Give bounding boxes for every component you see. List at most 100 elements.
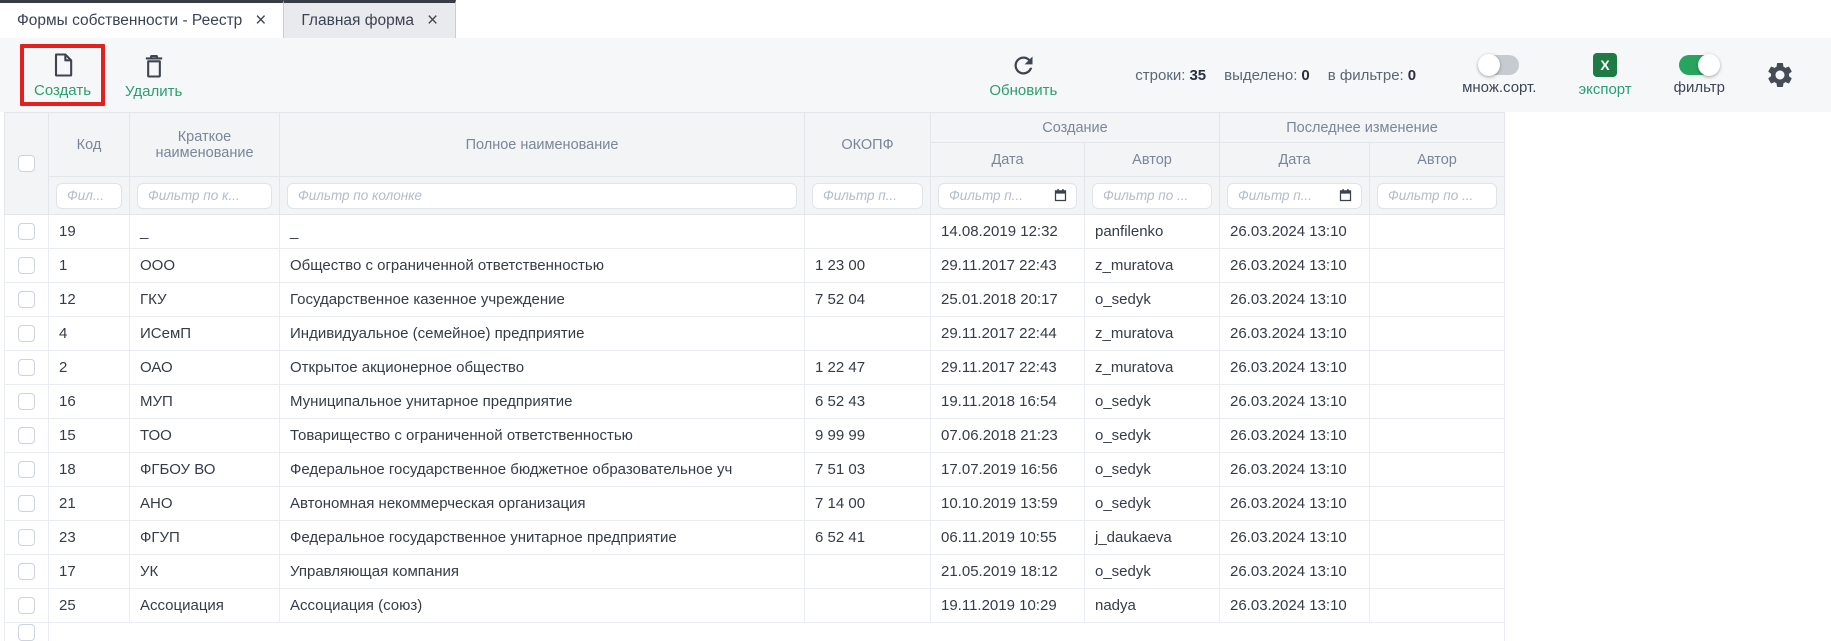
- row-select-cell: [4, 418, 49, 453]
- table-row[interactable]: 15 ТОО Товарищество с ограниченной ответст…: [4, 418, 1505, 453]
- cell-created-date: 29.11.2017 22:44: [930, 316, 1085, 351]
- row-select-cell: [4, 588, 49, 623]
- cell-short-name: ФГУП: [129, 520, 280, 555]
- row-checkbox[interactable]: [18, 291, 35, 309]
- cell-code: 23: [48, 520, 130, 555]
- create-button[interactable]: Создать: [34, 51, 91, 98]
- short-name-filter-input[interactable]: [146, 187, 263, 204]
- filter-toggle[interactable]: [1679, 54, 1721, 76]
- row-select-cell: [4, 621, 49, 641]
- table-row[interactable]: 21 АНО Автономная некоммерческая организац…: [4, 486, 1505, 521]
- cell-created-date: 19.11.2018 16:54: [930, 384, 1085, 419]
- table-row[interactable]: 12 ГКУ Государственное казенное учреждение…: [4, 282, 1505, 317]
- table-row[interactable]: 1 ООО Общество с ограниченной ответственно…: [4, 248, 1505, 283]
- close-icon[interactable]: ×: [255, 10, 267, 31]
- settings-button[interactable]: [1765, 60, 1795, 90]
- table-row[interactable]: 23 ФГУП Федеральное государственное унитар…: [4, 520, 1505, 555]
- column-header-full-name[interactable]: Полное наименование: [279, 112, 805, 177]
- cell-okopf: [804, 554, 931, 589]
- cell-created-author: o_sedyk: [1084, 384, 1220, 419]
- multi-sort-toggle-group: множ.сорт.: [1462, 54, 1537, 96]
- cell-code: 25: [48, 588, 130, 623]
- registry-table: Код Краткое наименование Полное наименов…: [4, 112, 1505, 641]
- cell-short-name: ИСемП: [129, 316, 280, 351]
- filter-cell-created-author: [1084, 176, 1220, 215]
- row-checkbox[interactable]: [18, 325, 35, 343]
- row-checkbox[interactable]: [18, 495, 35, 513]
- table-row[interactable]: 2 ОАО Открытое акционерное общество 1 22 47…: [4, 350, 1505, 385]
- column-header-okopf[interactable]: ОКОПФ: [804, 112, 931, 177]
- cell-created-author: o_sedyk: [1084, 452, 1220, 487]
- okopf-filter-input[interactable]: [821, 187, 914, 204]
- calendar-icon[interactable]: [1053, 188, 1068, 203]
- okopf-filter: [812, 182, 923, 209]
- table-row-partial[interactable]: [4, 621, 1505, 641]
- cell-modified-date: 26.03.2024 13:10: [1219, 384, 1370, 419]
- table-row[interactable]: 16 МУП Муниципальное унитарное предприятие…: [4, 384, 1505, 419]
- row-checkbox[interactable]: [18, 563, 35, 581]
- row-select-cell: [4, 486, 49, 521]
- table-row[interactable]: 18 ФГБОУ ВО Федеральное государственное бю…: [4, 452, 1505, 487]
- export-button[interactable]: X экспорт: [1578, 53, 1632, 97]
- full-name-filter-input[interactable]: [296, 187, 788, 204]
- toggle-knob: [1698, 54, 1721, 76]
- table-row[interactable]: 4 ИСемП Индивидуальное (семейное) предприя…: [4, 316, 1505, 351]
- select-all-checkbox[interactable]: [18, 155, 35, 172]
- column-header-modified-author[interactable]: Автор: [1369, 142, 1505, 177]
- column-header-short-name[interactable]: Краткое наименование: [129, 112, 280, 177]
- code-filter-input[interactable]: [65, 187, 113, 204]
- cell-created-author: z_muratova: [1084, 350, 1220, 385]
- row-checkbox[interactable]: [18, 359, 35, 377]
- cell-modified-date: 26.03.2024 13:10: [1219, 350, 1370, 385]
- modified-author-filter-input[interactable]: [1386, 187, 1488, 204]
- cell-modified-date: 26.03.2024 13:10: [1219, 452, 1370, 487]
- created-author-filter: [1092, 182, 1212, 209]
- row-checkbox[interactable]: [18, 529, 35, 547]
- cell-created-date: 10.10.2019 13:59: [930, 486, 1085, 521]
- table-row[interactable]: 19 _ _ 14.08.2019 12:32 panfilenko 26.03.2024…: [4, 214, 1505, 249]
- cell-modified-date: 26.03.2024 13:10: [1219, 554, 1370, 589]
- column-header-created-date[interactable]: Дата: [930, 142, 1085, 177]
- cell-created-date: 21.05.2019 18:12: [930, 554, 1085, 589]
- row-select-cell: [4, 520, 49, 555]
- row-checkbox[interactable]: [18, 393, 35, 411]
- modified-date-filter-input[interactable]: [1236, 187, 1334, 204]
- row-select-cell: [4, 214, 49, 249]
- row-checkbox[interactable]: [18, 223, 35, 241]
- row-checkbox[interactable]: [18, 623, 35, 641]
- row-checkbox[interactable]: [18, 427, 35, 445]
- table-body-overflow: [4, 621, 1505, 641]
- column-header-code[interactable]: Код: [48, 112, 130, 177]
- calendar-icon[interactable]: [1338, 188, 1353, 203]
- row-checkbox[interactable]: [18, 461, 35, 479]
- cell-modified-author: [1369, 520, 1505, 555]
- cell-short-name: ООО: [129, 248, 280, 283]
- tab-main-form[interactable]: Главная форма ×: [284, 0, 457, 38]
- cell-created-date: 06.11.2019 10:55: [930, 520, 1085, 555]
- cell-short-name: ФГБОУ ВО: [129, 452, 280, 487]
- cell-okopf: 1 23 00: [804, 248, 931, 283]
- created-author-filter-input[interactable]: [1101, 187, 1203, 204]
- column-header-modified-date[interactable]: Дата: [1219, 142, 1370, 177]
- multi-sort-toggle[interactable]: [1478, 54, 1520, 76]
- cell-modified-date: 26.03.2024 13:10: [1219, 214, 1370, 249]
- close-icon[interactable]: ×: [426, 10, 439, 31]
- table-row[interactable]: 25 Ассоциация Ассоциация (союз) 19.11.2019 …: [4, 588, 1505, 623]
- row-select-cell: [4, 452, 49, 487]
- cell-code: 4: [48, 316, 130, 351]
- group-header-creation: Создание: [930, 112, 1220, 143]
- cell-code: 19: [48, 214, 130, 249]
- column-header-created-author[interactable]: Автор: [1084, 142, 1220, 177]
- row-checkbox[interactable]: [18, 597, 35, 615]
- cell-full-name: Ассоциация (союз): [279, 588, 805, 623]
- delete-button[interactable]: Удалить: [125, 52, 182, 99]
- created-date-filter-input[interactable]: [947, 187, 1049, 204]
- multi-sort-label: множ.сорт.: [1462, 79, 1537, 96]
- refresh-button[interactable]: Обновить: [989, 52, 1057, 98]
- row-checkbox[interactable]: [18, 257, 35, 275]
- delete-button-label: Удалить: [125, 82, 183, 100]
- tab-forms-ownership-registry[interactable]: Формы собственности - Реестр ×: [0, 0, 285, 38]
- table-row[interactable]: 17 УК Управляющая компания 21.05.2019 18:12…: [4, 554, 1505, 589]
- cell-modified-date: 26.03.2024 13:10: [1219, 316, 1370, 351]
- cell-code: 18: [48, 452, 130, 487]
